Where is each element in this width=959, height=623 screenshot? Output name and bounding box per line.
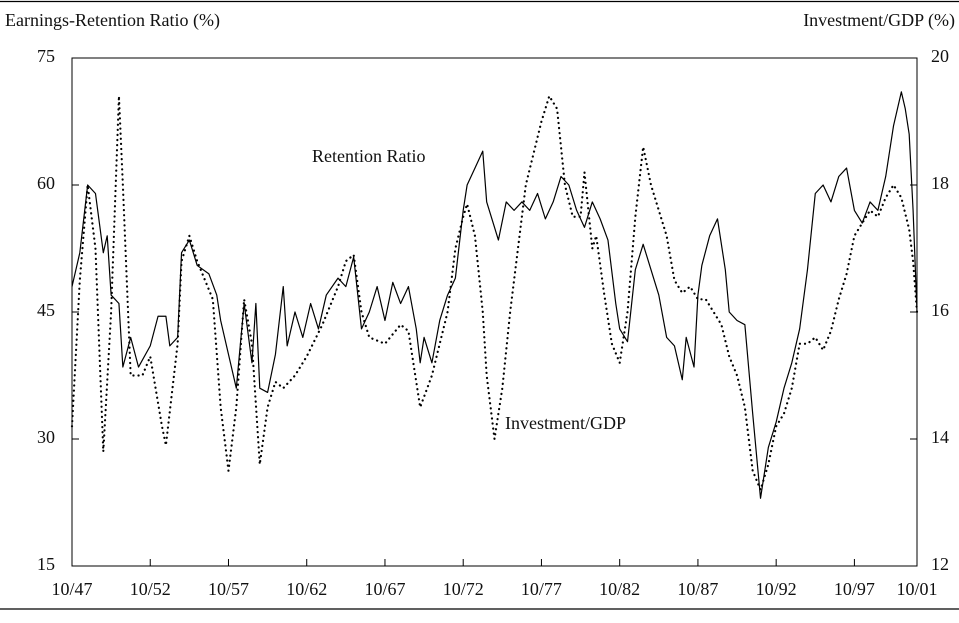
x-tick-label: 10/62: [286, 579, 327, 599]
y2-axis-label: Investment/GDP (%): [803, 10, 955, 31]
y-tick-label: 45: [37, 300, 55, 320]
y-tick-label: 30: [37, 427, 55, 447]
x-tick-label: 10/92: [756, 579, 797, 599]
x-tick-label: 10/47: [51, 579, 92, 599]
series-line: [70, 95, 919, 491]
x-tick-label: 10/72: [443, 579, 484, 599]
plot-frame: [71, 57, 918, 567]
y2-tick-label: 12: [931, 554, 949, 574]
series-annotation: Investment/GDP: [505, 413, 626, 433]
y-axis-label: Earnings-Retention Ratio (%): [5, 10, 220, 31]
y-tick-label: 15: [37, 554, 55, 574]
x-tick-label: 10/87: [677, 579, 718, 599]
y2-tick-label: 14: [931, 427, 949, 447]
x-tick-label: 10/82: [599, 579, 640, 599]
x-tick-label: 10/01: [896, 579, 937, 599]
y2-tick-label: 16: [931, 300, 949, 320]
y-tick-label: 60: [37, 173, 55, 193]
x-tick-label: 10/97: [834, 579, 875, 599]
y2-tick-label: 18: [931, 173, 949, 193]
x-tick-label: 10/77: [521, 579, 562, 599]
x-tick-label: 10/67: [364, 579, 405, 599]
y-tick-label: 75: [37, 46, 55, 66]
x-tick-label: 10/57: [208, 579, 249, 599]
y2-tick-label: 20: [931, 46, 949, 66]
series-annotation: Retention Ratio: [312, 146, 425, 166]
series-line: [71, 91, 918, 499]
x-tick-label: 10/52: [130, 579, 171, 599]
